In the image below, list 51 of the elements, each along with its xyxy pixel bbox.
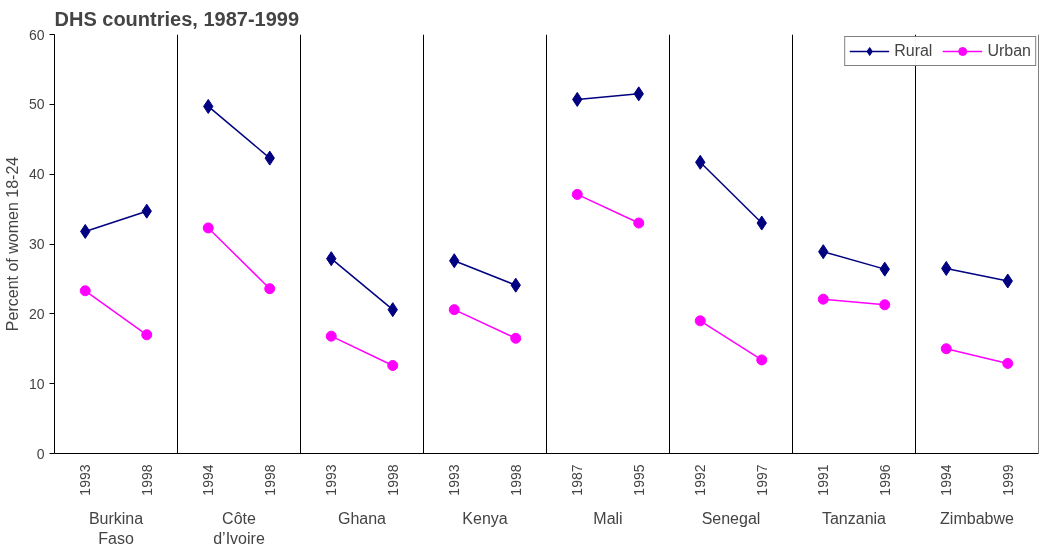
x-tick-label: 1995 [630, 464, 647, 496]
y-tick-label: 20 [28, 305, 45, 322]
y-tick-label: 0 [36, 445, 45, 462]
point [510, 332, 522, 344]
x-tick-label: 1994 [200, 464, 217, 496]
legend-label: Urban [987, 42, 1031, 60]
x-tick-label: 1987 [569, 464, 586, 496]
x-tick-label: 1998 [384, 464, 401, 496]
text: Mali [593, 509, 623, 527]
x-tick-label: 1998 [261, 464, 278, 496]
y-tick-label: 60 [28, 26, 45, 43]
x-tick-label: 1993 [323, 464, 340, 496]
chart-title: DHS countries, 1987-1999 [54, 7, 300, 30]
x-tick-label: 1998 [507, 464, 524, 496]
point [202, 222, 214, 234]
point [756, 354, 768, 366]
x-tick-label: 1991 [815, 464, 832, 496]
x-tick-label: 1996 [876, 464, 893, 496]
point [1002, 357, 1014, 369]
point [448, 304, 460, 316]
text: Côte d’Ivoire [213, 509, 265, 547]
point [79, 285, 91, 297]
point [879, 299, 891, 311]
x-tick-label: 1997 [753, 464, 770, 496]
x-tick-label: 1999 [999, 464, 1016, 496]
point [633, 217, 645, 229]
legend-label: Rural [894, 42, 933, 60]
text: Burkina Faso [88, 509, 144, 547]
x-tick-label: 1994 [938, 464, 955, 496]
x-tick-label: 1993 [77, 464, 94, 496]
x-tick-label: 1993 [446, 464, 463, 496]
point [325, 330, 337, 342]
point [571, 188, 583, 200]
text: Senegal [701, 509, 761, 527]
x-tick-label: 1998 [138, 464, 155, 496]
point [694, 315, 706, 327]
y-tick-label: 50 [28, 96, 45, 113]
x-tick-label: 1992 [692, 464, 709, 496]
text: Tanzania [821, 509, 887, 527]
y-tick-label: 10 [28, 375, 45, 392]
point [817, 293, 829, 305]
y-tick-label: 40 [28, 166, 45, 183]
point [387, 360, 399, 371]
y-tick-label: 30 [28, 236, 45, 252]
y-axis-title: Percent of women 18-24 [3, 156, 21, 332]
text: Zimbabwe [940, 509, 1014, 527]
point [264, 283, 276, 295]
point [141, 329, 153, 341]
point [940, 343, 952, 355]
text: Kenya [462, 509, 508, 527]
text: Ghana [337, 509, 387, 527]
